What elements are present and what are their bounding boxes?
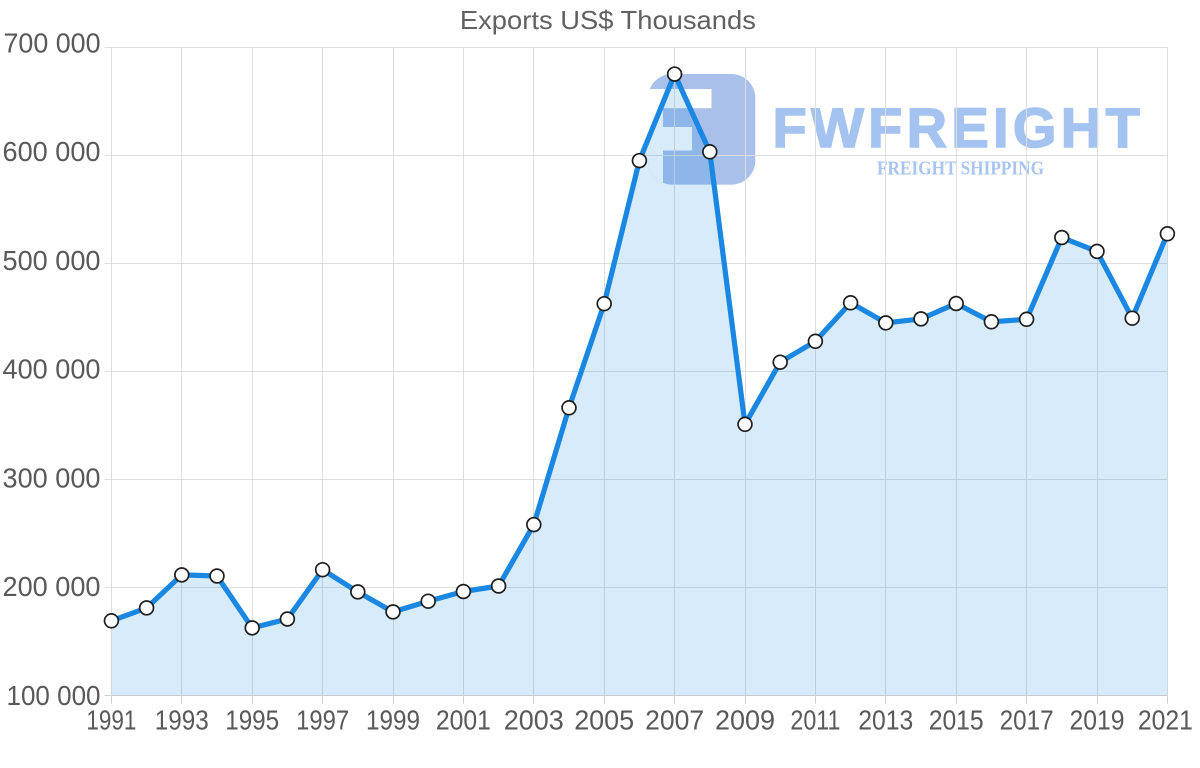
svg-text:200 000: 200 000: [3, 571, 101, 602]
svg-text:700 000: 700 000: [4, 27, 101, 58]
svg-text:1991: 1991: [86, 705, 136, 736]
svg-text:1997: 1997: [296, 705, 349, 736]
svg-text:1993: 1993: [155, 705, 209, 736]
svg-text:2013: 2013: [858, 705, 913, 736]
svg-text:600 000: 600 000: [3, 136, 101, 167]
svg-text:2017: 2017: [1000, 705, 1054, 736]
svg-text:2005: 2005: [574, 705, 634, 736]
svg-text:2007: 2007: [645, 705, 704, 736]
svg-text:1995: 1995: [225, 705, 279, 736]
svg-text:300 000: 300 000: [3, 462, 101, 493]
svg-text:2021: 2021: [1138, 705, 1193, 736]
svg-text:2003: 2003: [504, 705, 564, 736]
svg-text:2001: 2001: [436, 705, 491, 736]
svg-text:FWFREIGHT: FWFREIGHT: [773, 96, 1145, 159]
svg-text:Exports US$ Thousands: Exports US$ Thousands: [460, 7, 756, 35]
svg-text:2009: 2009: [715, 705, 775, 736]
svg-text:2019: 2019: [1070, 705, 1125, 736]
svg-text:100 000: 100 000: [7, 680, 101, 711]
svg-text:FREIGHT SHIPPING: FREIGHT SHIPPING: [877, 157, 1044, 179]
svg-text:1999: 1999: [366, 705, 420, 736]
svg-text:400 000: 400 000: [3, 354, 101, 385]
svg-text:500 000: 500 000: [3, 245, 101, 276]
svg-text:2015: 2015: [929, 705, 984, 736]
svg-text:2011: 2011: [790, 705, 840, 736]
